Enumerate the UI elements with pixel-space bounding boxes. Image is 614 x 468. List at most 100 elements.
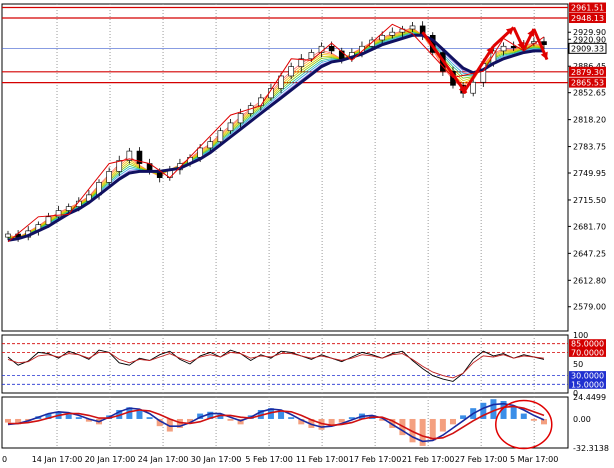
annotation-arrowhead bbox=[527, 29, 535, 38]
macd-panel[interactable]: 24.4499 0.00 -32.3138 bbox=[1, 393, 609, 453]
macd-signal-line bbox=[8, 405, 545, 440]
candle-body bbox=[369, 39, 375, 47]
oscillator-level-box bbox=[569, 379, 606, 389]
macd-histogram-bar bbox=[257, 409, 264, 419]
price-tick-label: 2579.00 bbox=[573, 303, 606, 312]
macd-histogram-bar bbox=[45, 413, 52, 419]
macd-histogram-bar bbox=[237, 418, 244, 425]
candle-body bbox=[328, 45, 335, 52]
time-axis-label: 24 Jan 17:00 bbox=[138, 455, 189, 464]
macd-histogram-bar bbox=[449, 418, 456, 425]
macd-macd-line bbox=[7, 402, 545, 443]
candle-body bbox=[5, 233, 11, 238]
price-level-label: 2961.51 bbox=[571, 4, 604, 13]
macd-histogram-bar bbox=[187, 418, 194, 423]
candle-body bbox=[258, 97, 264, 106]
oscillator-level-label: 85.0000 bbox=[571, 340, 604, 349]
oscillator-level-box bbox=[569, 339, 606, 349]
annotation-circle bbox=[495, 399, 553, 450]
candle-body bbox=[409, 25, 416, 30]
moving-average-line bbox=[7, 33, 544, 242]
price-tick-label: 2818.20 bbox=[573, 116, 606, 125]
macd-histogram-bar bbox=[338, 418, 345, 423]
macd-histogram-bar bbox=[480, 402, 487, 419]
macd-histogram-bar bbox=[217, 414, 224, 419]
price-level-label: 2865.53 bbox=[571, 79, 604, 88]
macd-histogram-bar bbox=[227, 418, 234, 421]
price-tick-label: 2920.90 bbox=[573, 35, 606, 44]
macd-histogram-bar bbox=[379, 418, 386, 421]
price-tick-label: 2715.50 bbox=[573, 196, 606, 205]
candle-body bbox=[510, 45, 517, 49]
price-tick-label: 2783.75 bbox=[573, 143, 606, 152]
time-axis-label: 14 Jan 17:00 bbox=[32, 455, 83, 464]
candle-body bbox=[237, 113, 244, 124]
macd-histogram-bar bbox=[207, 411, 214, 419]
candle-body bbox=[389, 31, 396, 36]
time-axis-label: 0 bbox=[2, 455, 7, 464]
macd-histogram-bar bbox=[156, 418, 163, 427]
annotation-arrowhead bbox=[505, 27, 514, 36]
candle-body bbox=[288, 66, 294, 77]
macd-histogram-bar bbox=[460, 415, 467, 419]
macd-histogram-bar bbox=[541, 418, 547, 425]
annotation-arrowhead bbox=[486, 46, 494, 55]
time-axis: 0 14 Jan 17:00 20 Jan 17:00 24 Jan 17:00 30 … bbox=[2, 455, 558, 464]
candle-body bbox=[278, 75, 284, 89]
macd-histogram-bar bbox=[419, 418, 426, 446]
price-tick-label: 2886.45 bbox=[573, 62, 606, 71]
candle-body bbox=[227, 122, 234, 132]
annotation-arrowhead bbox=[517, 41, 525, 50]
macd-histogram-bar bbox=[500, 400, 507, 419]
macd-histogram-bar bbox=[15, 418, 22, 425]
time-axis-label: 20 Jan 17:00 bbox=[85, 455, 136, 464]
time-axis-label: 27 Feb 17:00 bbox=[455, 455, 507, 464]
macd-histogram-bar bbox=[348, 417, 355, 419]
macd-histogram-bar bbox=[490, 399, 497, 419]
price-tick-label: 2852.65 bbox=[573, 89, 606, 98]
time-axis-label: 11 Feb 17:00 bbox=[296, 455, 348, 464]
macd-tick-label: 24.4499 bbox=[573, 393, 606, 402]
macd-histogram-bar bbox=[288, 417, 295, 419]
candle-body bbox=[541, 41, 547, 45]
annotation-overlay bbox=[421, 26, 553, 450]
candle-body bbox=[308, 52, 315, 60]
macd-histogram-bar bbox=[176, 418, 183, 428]
macd-histogram-bar bbox=[75, 417, 82, 419]
macd-histogram-bar bbox=[85, 418, 92, 422]
oscillator-level-box bbox=[569, 347, 606, 357]
price-tick-label: 2681.70 bbox=[573, 222, 606, 231]
candle-body bbox=[65, 206, 72, 211]
macd-tick-label: 0.00 bbox=[573, 415, 591, 424]
price-level-box bbox=[569, 66, 606, 77]
candle-body bbox=[136, 150, 143, 164]
candle-body bbox=[470, 81, 477, 94]
macd-histogram-bar bbox=[146, 417, 153, 419]
oscillator-tick-label: 0 bbox=[573, 389, 578, 398]
price-level-box bbox=[569, 2, 606, 13]
macd-histogram-bar bbox=[267, 408, 274, 419]
candle-body bbox=[55, 210, 62, 218]
annotation-arrow bbox=[421, 31, 468, 95]
price-level-box bbox=[569, 77, 606, 88]
candle-body bbox=[116, 160, 123, 172]
oscillator-tick-label: 100 bbox=[573, 331, 588, 340]
macd-histogram-bar bbox=[530, 418, 537, 421]
oscillator-tick-label: 50 bbox=[573, 360, 583, 369]
price-tick-label: 2929.90 bbox=[573, 28, 606, 37]
macd-histogram-bar bbox=[520, 413, 527, 419]
time-axis-label: 5 Feb 17:00 bbox=[245, 455, 292, 464]
macd-histogram-bar bbox=[126, 407, 133, 419]
candle-body bbox=[298, 58, 305, 67]
time-axis-label: 5 Mar 17:00 bbox=[510, 455, 558, 464]
time-axis-label: 21 Feb 17:00 bbox=[402, 455, 454, 464]
macd-histogram-bar bbox=[25, 418, 32, 421]
macd-histogram-bar bbox=[197, 413, 204, 419]
macd-histogram-bar bbox=[298, 418, 305, 425]
candle-body bbox=[197, 147, 203, 158]
oscillator-level-label: 30.0000 bbox=[571, 372, 604, 381]
oscillator-k-line bbox=[7, 349, 545, 382]
